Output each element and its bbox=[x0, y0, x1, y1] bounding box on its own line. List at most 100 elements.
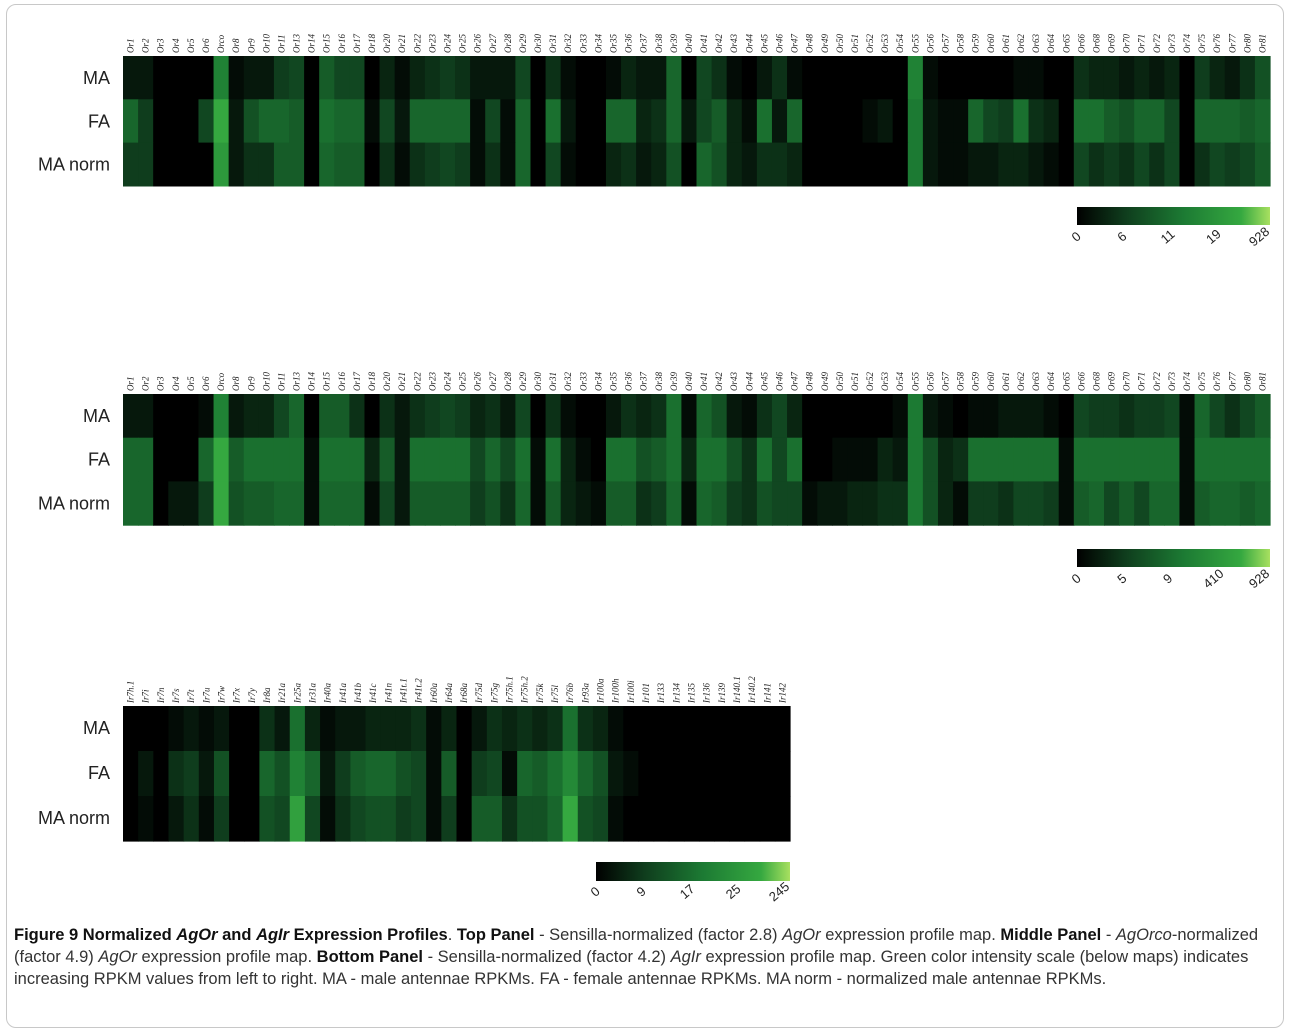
heatmap-cell bbox=[471, 706, 488, 752]
column-label: Or80 bbox=[1242, 33, 1252, 53]
heatmap-cell bbox=[817, 481, 833, 526]
heatmap-cell bbox=[562, 751, 579, 797]
column-label: Or38 bbox=[654, 33, 664, 53]
column-label: Ir140.1 bbox=[732, 676, 742, 704]
heatmap-cell bbox=[726, 437, 743, 482]
column-label: Or56 bbox=[925, 371, 935, 391]
heatmap-cell bbox=[289, 796, 306, 842]
heatmap-cell bbox=[273, 56, 290, 100]
heatmap-cell bbox=[1149, 437, 1165, 482]
column-label: Or43 bbox=[729, 371, 739, 391]
heatmap-cell bbox=[1119, 394, 1135, 439]
heatmap-cell bbox=[501, 706, 518, 752]
heatmap-cell bbox=[1209, 142, 1226, 187]
heatmap-cell bbox=[968, 99, 984, 144]
heatmap-cell bbox=[621, 99, 637, 144]
heatmap-panel-1: Or1 Or2 Or3 Or4 Or5 Or6 Orco Or8 Or9 Or10 Or11 Or13… bbox=[38, 33, 1272, 249]
heatmap-cell bbox=[455, 99, 471, 144]
column-label: Or80 bbox=[1242, 371, 1252, 391]
heatmap-cell bbox=[1194, 142, 1211, 187]
heatmap-cell bbox=[153, 99, 169, 144]
column-label: Or60 bbox=[986, 33, 996, 53]
heatmap-cell bbox=[1073, 99, 1090, 144]
heatmap-cell bbox=[517, 796, 533, 842]
column-label: Or65 bbox=[1061, 33, 1071, 53]
heatmap-cell bbox=[198, 481, 215, 526]
heatmap-cell bbox=[426, 796, 442, 842]
heatmap-cell bbox=[621, 437, 637, 482]
heatmap-cell bbox=[1209, 481, 1226, 526]
heatmap-cell bbox=[289, 142, 305, 187]
heatmap-cell bbox=[470, 394, 486, 439]
heatmap-cell bbox=[273, 394, 290, 439]
heatmap-cell bbox=[771, 142, 788, 187]
heatmap-cell bbox=[802, 437, 818, 482]
heatmap-cell bbox=[198, 142, 215, 187]
heatmap-cell bbox=[726, 481, 743, 526]
heatmap-cell bbox=[832, 394, 849, 439]
column-label: Or11 bbox=[276, 35, 286, 53]
heatmap-cell bbox=[1164, 394, 1181, 439]
heatmap-cell bbox=[138, 751, 154, 797]
caption-top-label: Top Panel bbox=[456, 926, 535, 944]
heatmap-cell bbox=[1239, 394, 1256, 439]
column-label: Or18 bbox=[367, 33, 377, 53]
column-label: Ir7s bbox=[171, 688, 181, 704]
heatmap-cell bbox=[651, 394, 667, 439]
heatmap-cell bbox=[228, 56, 245, 100]
heatmap-cell bbox=[699, 706, 715, 752]
heatmap-cell bbox=[666, 437, 683, 482]
heatmap-cell bbox=[592, 796, 609, 842]
column-label: Or16 bbox=[337, 33, 347, 53]
heatmap-cell bbox=[213, 56, 230, 100]
heatmap-cell bbox=[153, 481, 169, 526]
heatmap-cell bbox=[744, 751, 761, 797]
heatmap-cell bbox=[605, 437, 622, 482]
heatmap-cell bbox=[394, 56, 411, 100]
column-label: Or69 bbox=[1107, 371, 1117, 391]
heatmap-cell bbox=[349, 481, 366, 526]
heatmap-cell bbox=[651, 99, 667, 144]
heatmap-cell bbox=[319, 394, 335, 439]
heatmap-cell bbox=[623, 706, 640, 752]
heatmap-cell bbox=[274, 751, 291, 797]
heatmap-cell bbox=[350, 796, 367, 842]
column-label: Or36 bbox=[624, 33, 634, 53]
heatmap-cell bbox=[198, 99, 215, 144]
heatmap-cell bbox=[1119, 437, 1135, 482]
column-label: Or75 bbox=[1197, 371, 1207, 391]
heatmap-cell bbox=[153, 142, 169, 187]
heatmap-cell bbox=[1239, 481, 1256, 526]
heatmap-cell bbox=[530, 437, 547, 482]
heatmap-cell bbox=[471, 751, 488, 797]
column-label: Or1 bbox=[126, 38, 136, 53]
row-label: MA bbox=[83, 406, 110, 426]
heatmap-cell bbox=[350, 751, 367, 797]
caption-middle-label: Middle Panel bbox=[1000, 926, 1102, 944]
heatmap-cell bbox=[575, 56, 592, 100]
heatmap-cell bbox=[500, 142, 516, 187]
column-label: Or25 bbox=[458, 33, 468, 53]
row-label: FA bbox=[88, 111, 110, 131]
heatmap-cell bbox=[379, 437, 396, 482]
heatmap-cell bbox=[547, 796, 564, 842]
column-label: Or81 bbox=[1257, 34, 1267, 53]
heatmap-cell bbox=[666, 99, 683, 144]
heatmap-cell bbox=[744, 706, 761, 752]
column-label: Or9 bbox=[246, 376, 256, 391]
column-label: Or33 bbox=[578, 33, 588, 53]
heatmap-cell bbox=[530, 99, 547, 144]
heatmap-cell bbox=[365, 796, 382, 842]
heatmap-cell bbox=[424, 437, 441, 482]
heatmap-cell bbox=[937, 56, 954, 100]
heatmap-cell bbox=[892, 481, 909, 526]
column-label: Or70 bbox=[1122, 33, 1132, 53]
colorbar-tick-label: 0 bbox=[588, 883, 603, 899]
heatmap-cell bbox=[364, 437, 381, 482]
column-label: Or4 bbox=[171, 376, 181, 391]
column-label: Or66 bbox=[1076, 371, 1086, 391]
column-label: Or42 bbox=[714, 33, 724, 53]
heatmap-cell bbox=[741, 394, 758, 439]
heatmap-cell bbox=[1254, 437, 1271, 482]
heatmap-cell bbox=[123, 796, 139, 842]
